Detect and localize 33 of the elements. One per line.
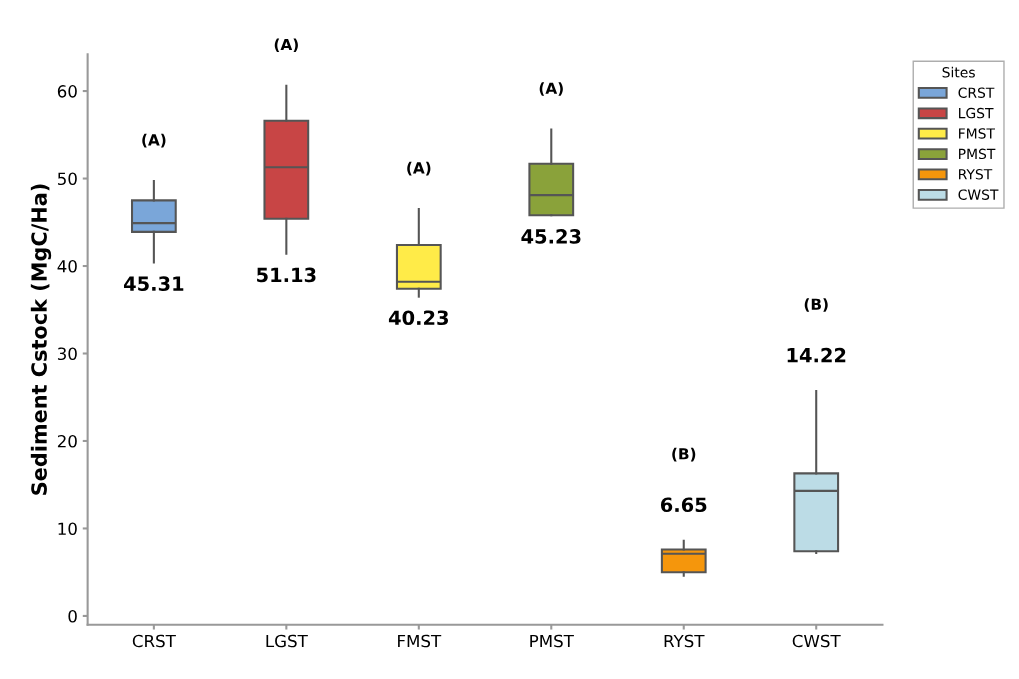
annotation: (A) — [407, 161, 431, 176]
y-tick-label: 10 — [58, 522, 77, 536]
x-tick-label: FMST — [398, 634, 442, 648]
annotation: 51.13 — [257, 267, 316, 283]
annotation: (B) — [804, 298, 828, 312]
legend-label: FMST — [959, 128, 995, 139]
y-axis-title: Sediment Cstock (MgC/Ha) — [30, 184, 52, 495]
annotation: 45.23 — [521, 229, 581, 244]
annotation: 14.22 — [787, 347, 846, 363]
y-tick-label: 50 — [57, 172, 77, 186]
x-tick-label: PMST — [530, 634, 574, 648]
legend-label: RYST — [959, 169, 993, 180]
y-tick-label: 0 — [68, 609, 77, 623]
x-tick-label: CWST — [792, 634, 841, 648]
text: (A) — [274, 38, 298, 53]
legend-label: CRST — [958, 87, 995, 98]
y-tick-label: 30 — [57, 347, 77, 361]
x-tick-label: LGST — [266, 634, 308, 648]
annotation: 40.23 — [388, 310, 449, 326]
legend-label: PMST — [959, 148, 996, 160]
legend-label: LGST — [959, 107, 994, 119]
y-tick-label: 40 — [57, 259, 77, 273]
x-tick-label: CRST — [132, 634, 176, 648]
annotation: (B) — [672, 447, 696, 462]
annotation: 45.31 — [123, 276, 184, 291]
legend-title: Sites — [942, 66, 975, 78]
y-tick-label: 60 — [57, 85, 77, 98]
y-tick-label: 20 — [57, 434, 77, 448]
annotation: (A) — [539, 82, 563, 96]
x-tick-label: RYST — [664, 634, 705, 648]
annotation: 6.65 — [660, 497, 707, 513]
legend-label: CWST — [958, 189, 999, 200]
annotation: (A) — [142, 133, 166, 148]
